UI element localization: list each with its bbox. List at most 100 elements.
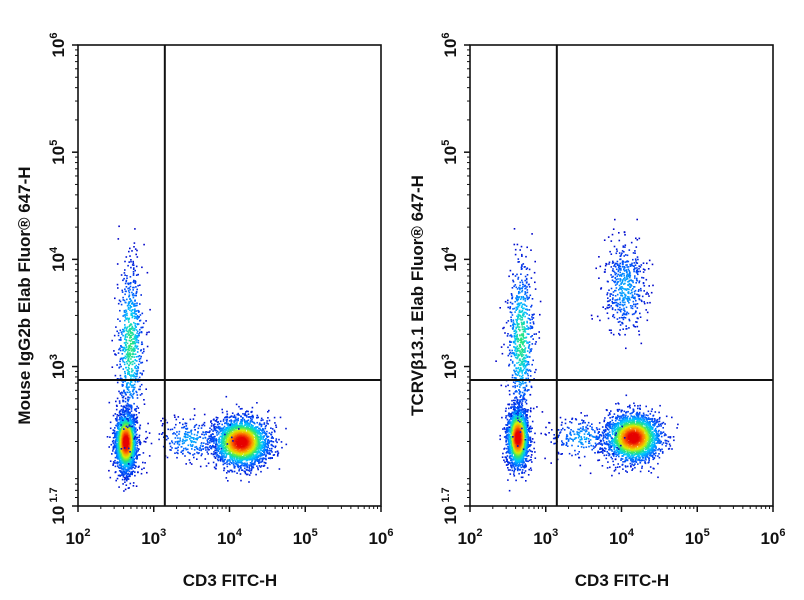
event-dot [122, 348, 125, 351]
event-dot [234, 426, 236, 429]
event-dot [221, 423, 223, 426]
event-dot [267, 440, 269, 442]
event-dot [259, 452, 262, 455]
event-dot [226, 452, 228, 455]
event-dot [130, 414, 132, 417]
event-dot [124, 400, 127, 403]
event-dot [131, 360, 134, 363]
event-dot [140, 349, 142, 352]
event-dot [109, 436, 111, 438]
event-dot [128, 291, 131, 294]
event-dot [125, 318, 127, 320]
event-dot [133, 446, 135, 448]
event-dot [255, 453, 257, 456]
event-dot [136, 420, 138, 422]
event-dot [132, 388, 135, 391]
event-dot [266, 430, 268, 433]
event-dot [215, 449, 218, 452]
event-dot [230, 438, 232, 440]
event-dot [257, 447, 259, 449]
event-dot [136, 304, 138, 307]
event-dot [237, 451, 239, 453]
event-dot [232, 432, 235, 434]
event-dot [263, 432, 266, 434]
event-dot [114, 427, 116, 429]
event-dot [123, 356, 126, 359]
event-dot [134, 294, 136, 297]
event-dot [128, 466, 131, 469]
event-dot [255, 473, 257, 476]
event-dot [239, 461, 242, 464]
event-dot [255, 459, 257, 461]
event-dot [124, 411, 126, 413]
event-dot [117, 466, 120, 469]
event-dot [236, 413, 239, 416]
event-dot [227, 447, 230, 450]
event-dot [218, 426, 221, 428]
event-dot [116, 461, 119, 464]
event-dot [131, 348, 134, 350]
event-dot [143, 350, 145, 353]
event-dot [139, 320, 141, 322]
event-dot [245, 414, 248, 417]
event-dot [120, 377, 122, 380]
event-dot [133, 329, 136, 332]
event-dot [255, 427, 257, 429]
event-dot [113, 436, 116, 439]
event-dot [143, 403, 146, 405]
event-dot [112, 439, 115, 442]
event-dot [134, 280, 137, 282]
event-dot [204, 458, 207, 460]
event-dot [122, 315, 124, 317]
event-dot [272, 437, 274, 439]
event-dot [130, 384, 133, 387]
event-dot [125, 279, 128, 282]
event-dot [223, 441, 225, 444]
event-dot [221, 427, 223, 430]
event-dot [118, 411, 121, 414]
event-dot [257, 459, 260, 461]
event-dot [124, 293, 126, 296]
event-dot [242, 430, 244, 432]
event-dot [138, 439, 140, 442]
event-dot [217, 445, 219, 447]
event-dot [241, 456, 244, 458]
event-dot [137, 284, 139, 287]
event-dot [237, 466, 240, 469]
event-dot [136, 457, 138, 459]
event-dot [118, 470, 121, 472]
event-dot [122, 329, 125, 331]
event-dot [232, 438, 234, 441]
event-dot [120, 331, 123, 333]
event-dot [215, 441, 217, 444]
event-dot [269, 453, 271, 455]
event-dot [252, 428, 254, 430]
event-dot [133, 356, 136, 358]
event-dot [134, 305, 136, 307]
event-dot [124, 412, 126, 415]
event-dot [254, 441, 257, 444]
event-dot [251, 459, 254, 462]
event-dot [130, 472, 132, 475]
event-dot [263, 453, 265, 456]
event-dot [224, 452, 226, 454]
event-dot [248, 465, 251, 467]
event-dot [259, 427, 261, 430]
event-dot [127, 290, 130, 292]
event-dot [269, 440, 271, 443]
event-dot [124, 269, 126, 271]
event-dot [252, 430, 255, 433]
event-dot [141, 341, 143, 343]
event-dot [121, 394, 123, 397]
event-dot [262, 431, 264, 434]
event-dot [266, 420, 268, 422]
event-dot [229, 457, 232, 459]
event-dot [262, 419, 264, 421]
event-dot [136, 351, 139, 353]
event-dot [139, 303, 141, 305]
event-dot [116, 418, 118, 420]
event-dot [127, 487, 130, 489]
event-dot [133, 353, 135, 356]
event-dot [125, 310, 128, 313]
event-dot [221, 445, 224, 447]
